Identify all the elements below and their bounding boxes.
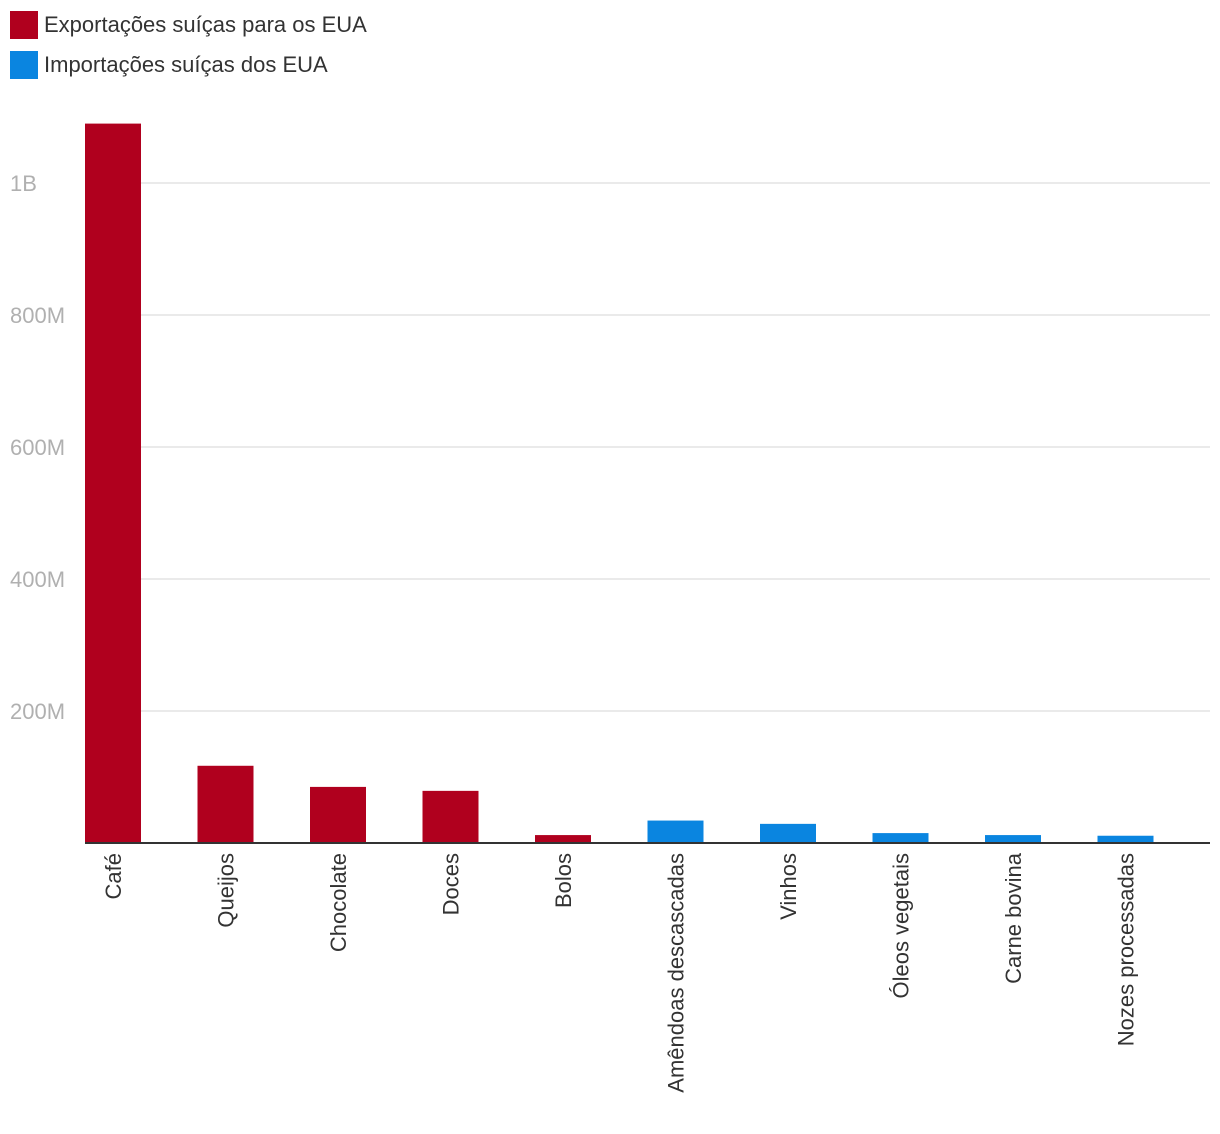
bar-Queijos[interactable]	[197, 765, 254, 843]
bar-Óleos vegetais[interactable]	[872, 833, 929, 843]
legend-item-exports[interactable]: Exportações suíças para os EUA	[10, 10, 367, 40]
x-category-label: Doces	[439, 853, 464, 915]
legend-label-imports: Importações suíças dos EUA	[44, 52, 328, 77]
y-tick-label: 400M	[10, 567, 65, 592]
y-tick-label: 1B	[10, 171, 37, 196]
bar-Amêndoas descascadas[interactable]	[647, 820, 704, 843]
x-category-label: Chocolate	[326, 853, 351, 952]
x-category-label: Nozes processadas	[1114, 853, 1139, 1046]
x-category-label: Óleos vegetais	[889, 853, 914, 999]
x-category-label: Queijos	[214, 853, 239, 928]
y-tick-label: 200M	[10, 699, 65, 724]
legend-label-exports: Exportações suíças para os EUA	[44, 12, 367, 37]
bar-Carne bovina[interactable]	[985, 835, 1041, 843]
bar-Bolos[interactable]	[535, 835, 591, 843]
y-tick-label: 800M	[10, 303, 65, 328]
x-category-label: Café	[101, 853, 126, 899]
x-category-label: Vinhos	[776, 853, 801, 920]
bar-Doces[interactable]	[422, 790, 479, 843]
x-category-label: Bolos	[551, 853, 576, 908]
bar-Vinhos[interactable]	[760, 823, 816, 843]
y-tick-label: 600M	[10, 435, 65, 460]
x-category-label: Carne bovina	[1001, 852, 1026, 984]
bar-Nozes processadas[interactable]	[1097, 835, 1154, 843]
legend-item-imports[interactable]: Importações suíças dos EUA	[10, 50, 367, 80]
bar-Chocolate[interactable]	[310, 786, 366, 843]
x-category-label: Amêndoas descascadas	[664, 853, 689, 1093]
bar-Café[interactable]	[85, 123, 141, 844]
legend-swatch-imports	[10, 51, 38, 79]
legend-swatch-exports	[10, 11, 38, 39]
legend: Exportações suíças para os EUA Importaçõ…	[10, 10, 367, 90]
